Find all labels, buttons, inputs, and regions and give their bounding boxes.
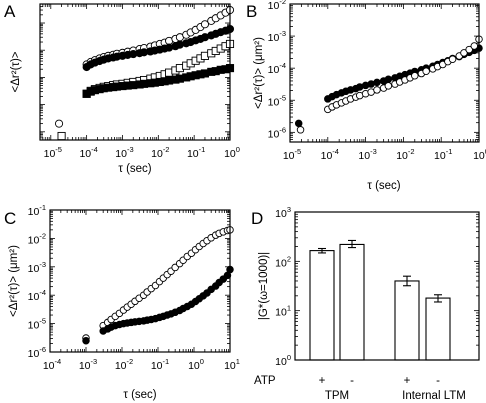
y-tick-label: 10-6 — [28, 345, 46, 360]
panel-d-group-label-internal-ltm: Internal LTM — [402, 390, 466, 402]
panel-a: A 10-5 10-4 10-3 10-2 10-1 100 τ (sec) <Δr²(τ… — [4, 2, 240, 175]
y-tick-label: 10-5 — [268, 93, 286, 108]
data-point-open-circle — [384, 82, 393, 90]
atp-sign: - — [350, 375, 354, 387]
data-point-open-circle — [422, 67, 430, 76]
y-tick-label: 10-2 — [268, 0, 286, 12]
x-tick-label: 10-2 — [115, 357, 133, 372]
x-tick-label: 101 — [224, 357, 240, 372]
data-point-open-square — [57, 131, 66, 141]
data-point-open-circle — [54, 119, 64, 128]
x-tick-label: 10-2 — [151, 145, 169, 160]
panel-a-marks — [54, 5, 235, 141]
panel-d-label: D — [251, 209, 263, 228]
data-point-open-circle — [460, 49, 468, 57]
x-tick-label: 10-1 — [434, 147, 452, 162]
panel-b-x-tick-labels: 10-5 10-4 10-3 10-2 10-1 100 — [283, 147, 486, 162]
x-tick-label: 100 — [473, 147, 486, 162]
x-tick-label: 10-3 — [115, 145, 133, 160]
x-tick-label: 10-5 — [44, 145, 62, 160]
panel-c-x-axis-label: τ (sec) — [123, 389, 156, 401]
atp-sign: - — [436, 375, 440, 387]
panel-d-y-tick-labels: 100 101 102 103 — [275, 205, 291, 368]
y-tick-label: 10-4 — [268, 61, 286, 76]
y-tick-label: 102 — [275, 254, 291, 269]
y-tick-label: 10-5 — [28, 317, 46, 332]
x-tick-label: 100 — [188, 357, 204, 372]
data-point-filled-circle — [82, 336, 90, 345]
data-point-open-circle — [296, 126, 305, 134]
panel-d-atp-signs: + - + - — [319, 375, 440, 387]
x-tick-label: 10-1 — [187, 145, 205, 160]
panel-a-label: A — [4, 2, 16, 21]
data-point-open-circle — [465, 45, 473, 54]
y-tick-label: 100 — [275, 353, 291, 368]
panel-d: D 100 101 102 103 |G*(ω=1000)| ATP + - + - TPM… — [251, 205, 480, 402]
panel-b-ticks — [289, 3, 480, 143]
panel-b-label: B — [246, 2, 257, 21]
x-tick-label: 10-5 — [283, 147, 301, 162]
y-tick-label: 101 — [275, 304, 291, 319]
panel-a-x-axis-label: τ (sec) — [118, 163, 151, 175]
data-point-filled-circle — [384, 75, 393, 84]
x-tick-label: 10-4 — [321, 147, 339, 162]
x-tick-label: 10-4 — [43, 357, 61, 372]
data-point-open-circle — [411, 72, 419, 80]
panel-c-label: C — [4, 209, 16, 228]
y-tick-label: 10-1 — [28, 203, 46, 218]
panel-c-y-axis-label: <Δr²(τ)> (μm²) — [8, 245, 20, 317]
x-tick-label: 10-3 — [358, 147, 376, 162]
bar — [425, 297, 451, 361]
panel-b-x-axis-label: τ (sec) — [367, 180, 400, 192]
y-tick-label: 10-3 — [268, 29, 286, 44]
panel-d-atp-label: ATP — [254, 375, 276, 387]
panel-a-x-tick-labels: 10-5 10-4 10-3 10-2 10-1 100 — [44, 145, 240, 160]
panel-c-y-tick-labels: 10-6 10-5 10-4 10-3 10-2 10-1 — [28, 203, 46, 360]
x-tick-label: 10-2 — [396, 147, 414, 162]
panel-d-group-label-tpm: TPM — [325, 390, 349, 402]
panel-a-frame — [39, 3, 231, 141]
panel-c-ticks — [49, 209, 231, 353]
data-point-open-circle — [200, 20, 209, 29]
data-point-open-circle — [373, 86, 381, 94]
data-point-open-circle — [448, 55, 457, 63]
panel-c: C 10-4 10-3 10-2 10-1 100 101 10-610-510-410-… — [4, 203, 240, 401]
y-tick-label: 10-6 — [268, 125, 286, 140]
x-tick-label: 100 — [224, 145, 240, 160]
data-point-open-circle — [470, 42, 479, 50]
x-tick-label: 10-4 — [79, 145, 97, 160]
y-tick-label: 10-3 — [28, 260, 46, 275]
panel-d-frame — [294, 211, 480, 361]
bar — [394, 280, 420, 361]
panel-b-y-axis-label: <Δr²(τ)> (μm²) — [253, 37, 265, 109]
panel-d-y-axis-label: |G*(ω=1000)| — [258, 252, 270, 320]
data-point-filled-circle — [294, 119, 303, 128]
y-tick-label: 103 — [275, 205, 291, 220]
panel-b-marks — [294, 35, 483, 134]
y-tick-label: 10-4 — [28, 288, 46, 303]
data-point-filled-circle — [373, 78, 381, 87]
panel-a-y-axis-label: <Δr²(τ)> — [10, 51, 22, 92]
panel-b-y-tick-labels: 10-6 10-5 10-4 10-3 10-2 — [268, 0, 286, 140]
panel-c-marks — [82, 226, 234, 345]
bar — [309, 250, 335, 361]
y-tick-label: 10-2 — [28, 231, 46, 246]
atp-sign: + — [404, 375, 411, 387]
bar — [339, 243, 365, 361]
panel-c-frame — [49, 209, 231, 353]
x-tick-label: 10-1 — [151, 357, 169, 372]
panel-d-marks — [309, 239, 451, 361]
panel-c-x-tick-labels: 10-4 10-3 10-2 10-1 100 101 — [43, 357, 240, 372]
x-tick-label: 10-3 — [79, 357, 97, 372]
atp-sign: + — [319, 375, 326, 387]
panel-b-frame — [289, 3, 480, 143]
